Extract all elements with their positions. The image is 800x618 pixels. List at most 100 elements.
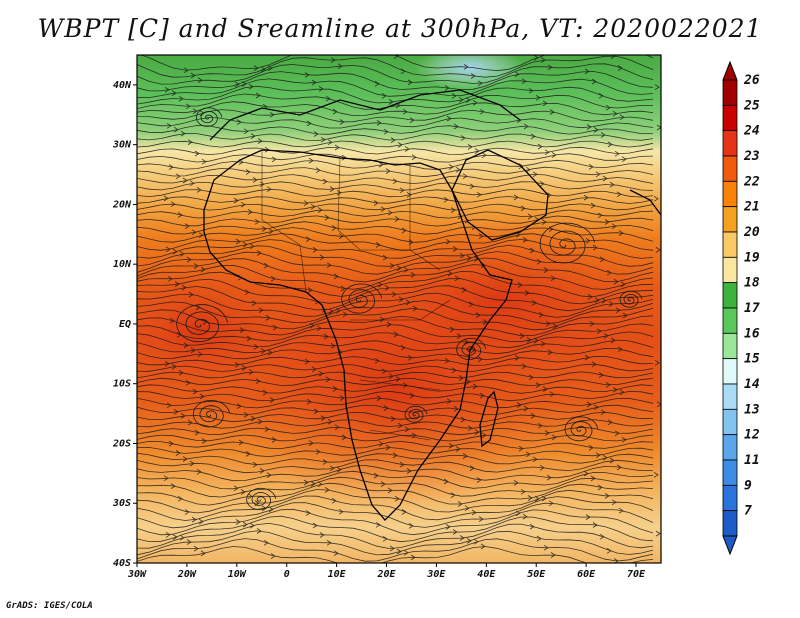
- streamline-arrow: [461, 287, 467, 293]
- colorbar-arrow-bottom: [722, 535, 738, 556]
- streamline-arrow: [383, 405, 389, 411]
- streamline-arrow: [338, 233, 344, 240]
- streamline-arrow: [519, 333, 525, 339]
- streamline-arrow: [265, 315, 271, 321]
- streamline-arrow: [250, 133, 256, 139]
- streamline-arrow: [303, 200, 309, 207]
- streamline-arrow: [256, 250, 262, 256]
- streamline-arrow: [607, 141, 613, 148]
- streamline-arrow: [598, 92, 604, 99]
- vortex-spiral: [404, 405, 428, 423]
- streamline-arrow: [388, 373, 394, 380]
- streamline-arrow: [312, 522, 318, 529]
- latitude-axis: 40N 30N 20N 10N EQ 10S 20S 30S 40S: [112, 80, 137, 569]
- streamline-arrow: [462, 173, 468, 180]
- streamline-arrow: [322, 459, 328, 465]
- colorbar-label: 19: [744, 250, 760, 265]
- streamline-arrow: [654, 359, 660, 366]
- streamline-arrow: [188, 291, 194, 298]
- streamline-arrow: [394, 495, 400, 502]
- streamline: [137, 300, 654, 325]
- lat-tick-label: 10N: [113, 259, 132, 270]
- streamline-arrow: [308, 440, 314, 446]
- streamline-arrow: [235, 519, 241, 525]
- streamline-arrow: [306, 398, 312, 405]
- streamline-arrow: [164, 360, 170, 367]
- streamline-arrow: [470, 73, 476, 79]
- streamline-arrow: [373, 472, 379, 479]
- streamline-arrow: [540, 57, 546, 63]
- lon-tick-label: 0: [284, 569, 290, 580]
- streamline-arrow: [535, 94, 541, 101]
- streamline-arrow: [402, 382, 408, 389]
- streamline-arrow: [193, 263, 199, 269]
- streamline-arrow: [244, 289, 250, 296]
- streamline-arrow: [332, 386, 338, 392]
- colorbar-label: 21: [743, 200, 760, 215]
- streamline-arrow: [589, 320, 595, 327]
- streamline-arrow: [260, 66, 266, 73]
- streamline-arrow: [320, 136, 326, 143]
- streamline-arrow: [320, 415, 326, 421]
- streamline-arrow: [476, 191, 482, 198]
- streamline-arrow: [260, 348, 266, 354]
- colorbar-label: 18: [744, 276, 760, 291]
- streamline: [137, 502, 654, 529]
- streamline-arrow: [541, 219, 547, 225]
- streamline-arrow: [596, 328, 602, 335]
- streamline: [137, 55, 654, 72]
- streamline-arrow: [182, 177, 188, 184]
- streamline: [137, 482, 654, 506]
- colorbar-swatch: [722, 383, 738, 410]
- colorbar-label: 16: [744, 326, 760, 341]
- streamline-arrow: [264, 426, 270, 433]
- streamline-arrow: [267, 65, 273, 72]
- streamline-arrow: [445, 238, 451, 245]
- streamline-arrow: [315, 167, 321, 174]
- streamline-arrow: [446, 398, 452, 405]
- streamline-arrow: [622, 312, 628, 319]
- streamline: [137, 188, 654, 198]
- streamline-arrow: [463, 64, 469, 70]
- streamline-arrow: [375, 242, 381, 248]
- grads-credit: GrADS: IGES/COLA: [6, 601, 93, 611]
- streamline-arrow: [600, 132, 606, 138]
- streamline-arrow: [551, 152, 557, 158]
- streamline: [137, 347, 654, 361]
- streamline: [137, 55, 654, 78]
- streamline-arrow: [621, 156, 627, 163]
- streamline-arrow: [588, 164, 594, 170]
- streamline: [137, 70, 654, 92]
- colorbar-swatch: [722, 459, 738, 486]
- streamline-arrow: [192, 108, 198, 115]
- streamline-arrow: [187, 419, 193, 426]
- streamline: [137, 215, 654, 227]
- streamline-arrow: [326, 539, 332, 546]
- streamline-arrow: [376, 395, 382, 401]
- madagascar-coastline: [479, 390, 499, 448]
- streamline-arrow: [621, 436, 627, 443]
- streamline-arrow: [236, 119, 242, 125]
- streamline-arrow: [453, 123, 459, 130]
- streamline-arrow: [592, 522, 598, 528]
- streamline-arrow: [598, 372, 604, 378]
- streamline-arrow: [322, 178, 328, 185]
- streamline-arrow: [448, 443, 454, 449]
- vortex-spiral: [456, 337, 487, 361]
- streamline-arrow: [261, 226, 267, 232]
- colorbar-swatch: [722, 130, 738, 157]
- streamline-arrow: [247, 209, 253, 215]
- streamline-arrow: [233, 197, 239, 204]
- streamline: [137, 101, 654, 117]
- streamline-arrow: [259, 468, 265, 474]
- streamline-arrow: [254, 218, 260, 225]
- streamline-arrow: [338, 508, 344, 515]
- streamline-arrow: [167, 275, 173, 282]
- streamline-arrow: [467, 425, 473, 432]
- streamline-arrow: [474, 148, 480, 154]
- streamline-arrow: [245, 169, 251, 175]
- streamline-arrow: [271, 437, 277, 443]
- streamline: [137, 264, 654, 290]
- streamline: [137, 257, 654, 283]
- vortices: [176, 107, 643, 511]
